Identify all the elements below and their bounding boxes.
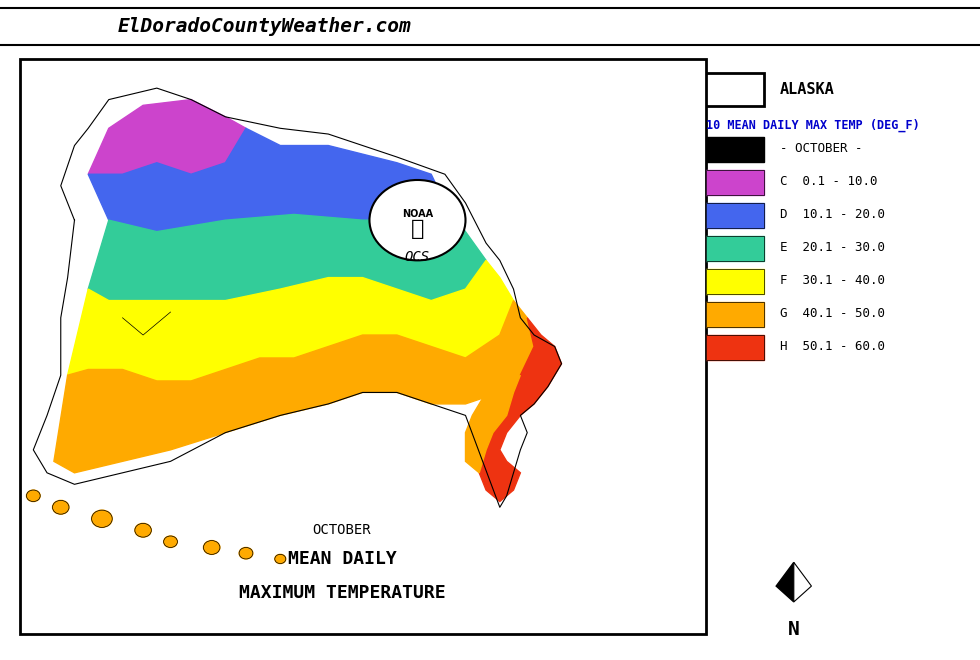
Circle shape <box>369 180 465 260</box>
Polygon shape <box>88 128 445 232</box>
Polygon shape <box>88 203 486 300</box>
Polygon shape <box>466 375 520 473</box>
Bar <box>706 73 763 106</box>
Polygon shape <box>479 317 562 502</box>
Text: 10 MEAN DAILY MAX TEMP (DEG_F): 10 MEAN DAILY MAX TEMP (DEG_F) <box>706 119 919 132</box>
Bar <box>706 137 763 162</box>
Circle shape <box>135 523 151 537</box>
Text: N: N <box>788 620 800 639</box>
Bar <box>706 302 763 327</box>
Circle shape <box>53 500 69 514</box>
Circle shape <box>239 547 253 559</box>
Text: C  0.1 - 10.0: C 0.1 - 10.0 <box>780 175 877 188</box>
Text: MAXIMUM TEMPERATURE: MAXIMUM TEMPERATURE <box>239 584 445 603</box>
Polygon shape <box>68 260 514 381</box>
Text: E  20.1 - 30.0: E 20.1 - 30.0 <box>780 241 885 254</box>
Circle shape <box>164 536 177 548</box>
Bar <box>706 269 763 294</box>
Circle shape <box>204 541 220 554</box>
Text: F  30.1 - 40.0: F 30.1 - 40.0 <box>780 274 885 287</box>
Bar <box>706 203 763 228</box>
Bar <box>706 236 763 261</box>
Text: NOAA: NOAA <box>402 209 433 219</box>
Text: - OCTOBER -: - OCTOBER - <box>780 142 862 155</box>
Circle shape <box>91 510 112 527</box>
Bar <box>706 269 763 294</box>
Text: H  50.1 - 60.0: H 50.1 - 60.0 <box>780 340 885 353</box>
Bar <box>706 335 763 360</box>
Polygon shape <box>88 100 246 174</box>
Bar <box>706 203 763 228</box>
Polygon shape <box>794 562 811 602</box>
Bar <box>706 335 763 360</box>
Text: 🦅: 🦅 <box>411 218 424 239</box>
Circle shape <box>274 554 286 564</box>
Polygon shape <box>776 562 794 602</box>
Bar <box>706 170 763 195</box>
Text: OCTOBER: OCTOBER <box>313 523 371 537</box>
Text: ALASKA: ALASKA <box>780 82 834 96</box>
Bar <box>706 302 763 327</box>
Bar <box>706 170 763 195</box>
Text: MEAN DAILY: MEAN DAILY <box>288 550 396 568</box>
Bar <box>706 236 763 261</box>
Bar <box>706 137 763 162</box>
Text: OCS: OCS <box>405 251 430 265</box>
Circle shape <box>26 490 40 502</box>
Text: D  10.1 - 20.0: D 10.1 - 20.0 <box>780 208 885 221</box>
Polygon shape <box>54 300 534 473</box>
Text: G  40.1 - 50.0: G 40.1 - 50.0 <box>780 307 885 320</box>
Text: ElDoradoCountyWeather.com: ElDoradoCountyWeather.com <box>118 17 412 36</box>
